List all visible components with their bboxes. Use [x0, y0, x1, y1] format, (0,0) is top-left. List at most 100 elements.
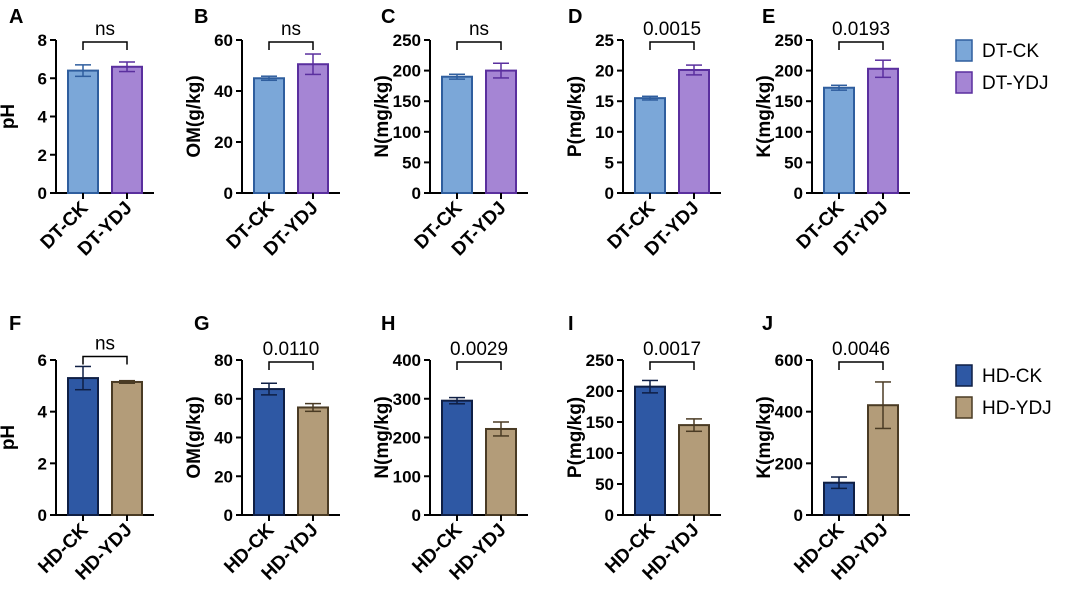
significance-bracket: [268, 361, 314, 370]
y-tick-label: 50: [595, 475, 614, 494]
y-axis-label: OM(g/kg): [184, 75, 205, 157]
legends: DT-CK DT-YDJ HD-CK HD-YDJ: [955, 39, 1052, 419]
y-tick-label: 0: [605, 184, 614, 203]
y-tick-label: 150: [775, 92, 803, 111]
panel-letter: J: [762, 313, 773, 335]
panel-letter: A: [9, 6, 23, 28]
panel-letter: H: [381, 313, 395, 335]
legend-swatch: [955, 39, 973, 62]
significance-bracket: [838, 361, 884, 370]
y-tick-label: 0: [224, 506, 233, 525]
y-tick-label: 4: [38, 403, 48, 422]
y-tick-label: 50: [784, 153, 803, 172]
y-axis-label: N(mg/kg): [372, 396, 393, 478]
y-tick-label: 40: [214, 429, 233, 448]
panel-letter: G: [194, 313, 210, 335]
y-tick-label: 10: [595, 123, 614, 142]
y-tick-label: 2: [38, 146, 47, 165]
chart-panels: A02468pHDT-CKDT-YDJnsB0204060OM(g/kg)DT-…: [0, 6, 910, 585]
y-axis-label: N(mg/kg): [372, 75, 393, 157]
significance-label: 0.0015: [643, 19, 701, 40]
y-tick-label: 0: [38, 506, 47, 525]
y-tick-label: 0: [794, 184, 803, 203]
significance-label: ns: [95, 19, 115, 40]
legend-swatch: [955, 396, 973, 419]
bar-hd-ck: [441, 399, 473, 516]
y-tick-label: 0: [412, 506, 421, 525]
legend-swatch: [955, 364, 973, 387]
significance-label: ns: [95, 333, 115, 354]
significance-label: 0.0110: [263, 339, 320, 360]
bar-hd-ck: [634, 385, 666, 516]
bar-hd-ydj: [485, 427, 517, 517]
y-tick-label: 200: [393, 429, 421, 448]
y-axis-label: P(mg/kg): [565, 397, 586, 478]
significance-label: ns: [281, 19, 301, 40]
y-tick-label: 5: [605, 153, 614, 172]
bar-dt-ck: [253, 77, 285, 194]
bar-dt-ydj: [867, 67, 899, 194]
legend-label: HD-CK: [982, 366, 1042, 387]
y-tick-label: 20: [595, 62, 614, 81]
legend-label: DT-CK: [982, 41, 1039, 62]
y-tick-label: 25: [595, 31, 614, 50]
significance-bracket: [649, 361, 695, 370]
bar-hd-ydj: [111, 380, 143, 517]
significance-bracket: [456, 41, 502, 50]
y-tick-label: 0: [605, 506, 614, 525]
y-tick-label: 60: [214, 31, 233, 50]
significance-label: ns: [469, 19, 489, 40]
y-tick-label: 4: [38, 108, 48, 127]
legend-swatch: [955, 71, 973, 94]
bar-dt-ck: [634, 97, 666, 194]
y-tick-label: 60: [214, 390, 233, 409]
y-tick-label: 150: [393, 92, 421, 111]
significance-bracket: [82, 355, 128, 365]
significance-label: 0.0017: [643, 339, 701, 360]
y-tick-label: 100: [586, 444, 614, 463]
y-tick-label: 250: [775, 31, 803, 50]
significance-bracket: [649, 41, 695, 50]
panel-i: I050100150200250P(mg/kg)HD-CKHD-YDJ0.001…: [565, 313, 721, 585]
bar-hd-ck: [67, 377, 99, 517]
y-axis-label: pH: [0, 104, 19, 129]
significance-label: 0.0193: [832, 19, 890, 40]
significance-bracket: [456, 361, 502, 370]
bar-dt-ck: [67, 69, 99, 194]
y-tick-label: 200: [775, 454, 803, 473]
panel-letter: F: [9, 313, 21, 335]
y-tick-label: 0: [412, 184, 421, 203]
y-tick-label: 0: [794, 506, 803, 525]
y-tick-label: 40: [214, 82, 233, 101]
bar-dt-ydj: [111, 65, 143, 194]
y-tick-label: 2: [38, 454, 47, 473]
y-tick-label: 250: [393, 31, 421, 50]
y-tick-label: 200: [586, 382, 614, 401]
panel-letter: B: [194, 6, 208, 28]
y-tick-label: 50: [402, 153, 421, 172]
significance-bracket: [268, 41, 314, 50]
y-axis-label: K(mg/kg): [754, 75, 775, 157]
y-axis-label: P(mg/kg): [565, 76, 586, 157]
bar-dt-ck: [823, 86, 855, 194]
significance-bracket: [82, 41, 128, 50]
y-tick-label: 6: [38, 69, 47, 88]
bar-hd-ydj: [297, 406, 329, 516]
legend-label: HD-YDJ: [982, 398, 1052, 419]
y-tick-label: 0: [224, 184, 233, 203]
y-tick-label: 80: [214, 351, 233, 370]
y-tick-label: 6: [38, 351, 47, 370]
panel-letter: D: [568, 6, 582, 28]
y-tick-label: 150: [586, 413, 614, 432]
significance-label: 0.0029: [450, 339, 508, 360]
legend-label: DT-YDJ: [982, 73, 1049, 94]
legend-1: DT-CK DT-YDJ: [955, 39, 1049, 94]
